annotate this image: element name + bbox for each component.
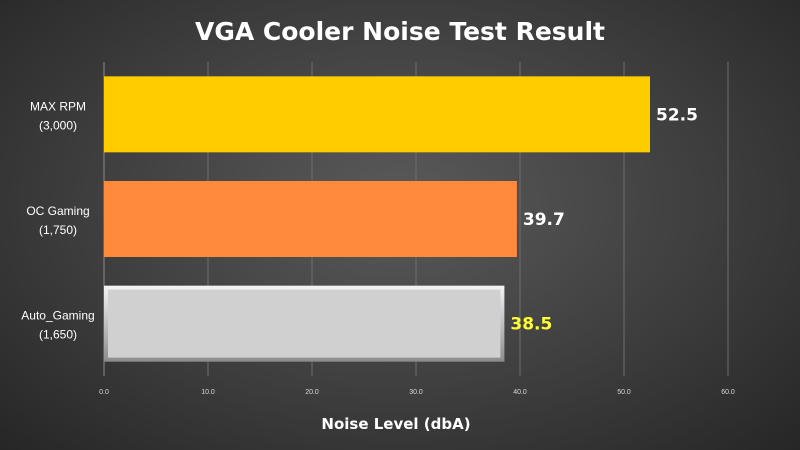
- x-tick-label: 30.0: [409, 389, 423, 396]
- x-tick-label: 60.0: [721, 389, 735, 396]
- bar-face: [108, 289, 501, 358]
- category-label: OC Gaming: [26, 204, 89, 218]
- chart-title: VGA Cooler Noise Test Result: [195, 17, 605, 46]
- x-tick-label: 0.0: [99, 389, 109, 396]
- value-label: 39.7: [523, 210, 565, 230]
- x-tick-label: 50.0: [617, 389, 631, 396]
- x-tick-label: 20.0: [305, 389, 319, 396]
- category-label: (1,650): [39, 328, 77, 342]
- category-label: (1,750): [39, 223, 77, 237]
- x-tick-label: 40.0: [513, 389, 527, 396]
- x-tick-label: 10.0: [201, 389, 215, 396]
- bar: [104, 181, 517, 257]
- x-axis-title: Noise Level (dbA): [321, 415, 470, 433]
- category-labels: MAX RPM (3,000) OC Gaming (1,750) Auto_Gamin…: [21, 99, 94, 341]
- category-label: MAX RPM: [30, 99, 86, 113]
- x-tick-labels: 0.0 10.0 20.0 30.0 40.0 50.0 60.0: [99, 389, 735, 396]
- value-labels: 52.5 39.7 38.5: [510, 105, 698, 334]
- bar: [104, 76, 650, 153]
- category-label: (3,000): [39, 118, 77, 132]
- category-label: Auto_Gaming: [21, 309, 94, 323]
- value-label: 52.5: [656, 105, 698, 125]
- bars: [104, 76, 650, 362]
- value-label: 38.5: [510, 315, 552, 335]
